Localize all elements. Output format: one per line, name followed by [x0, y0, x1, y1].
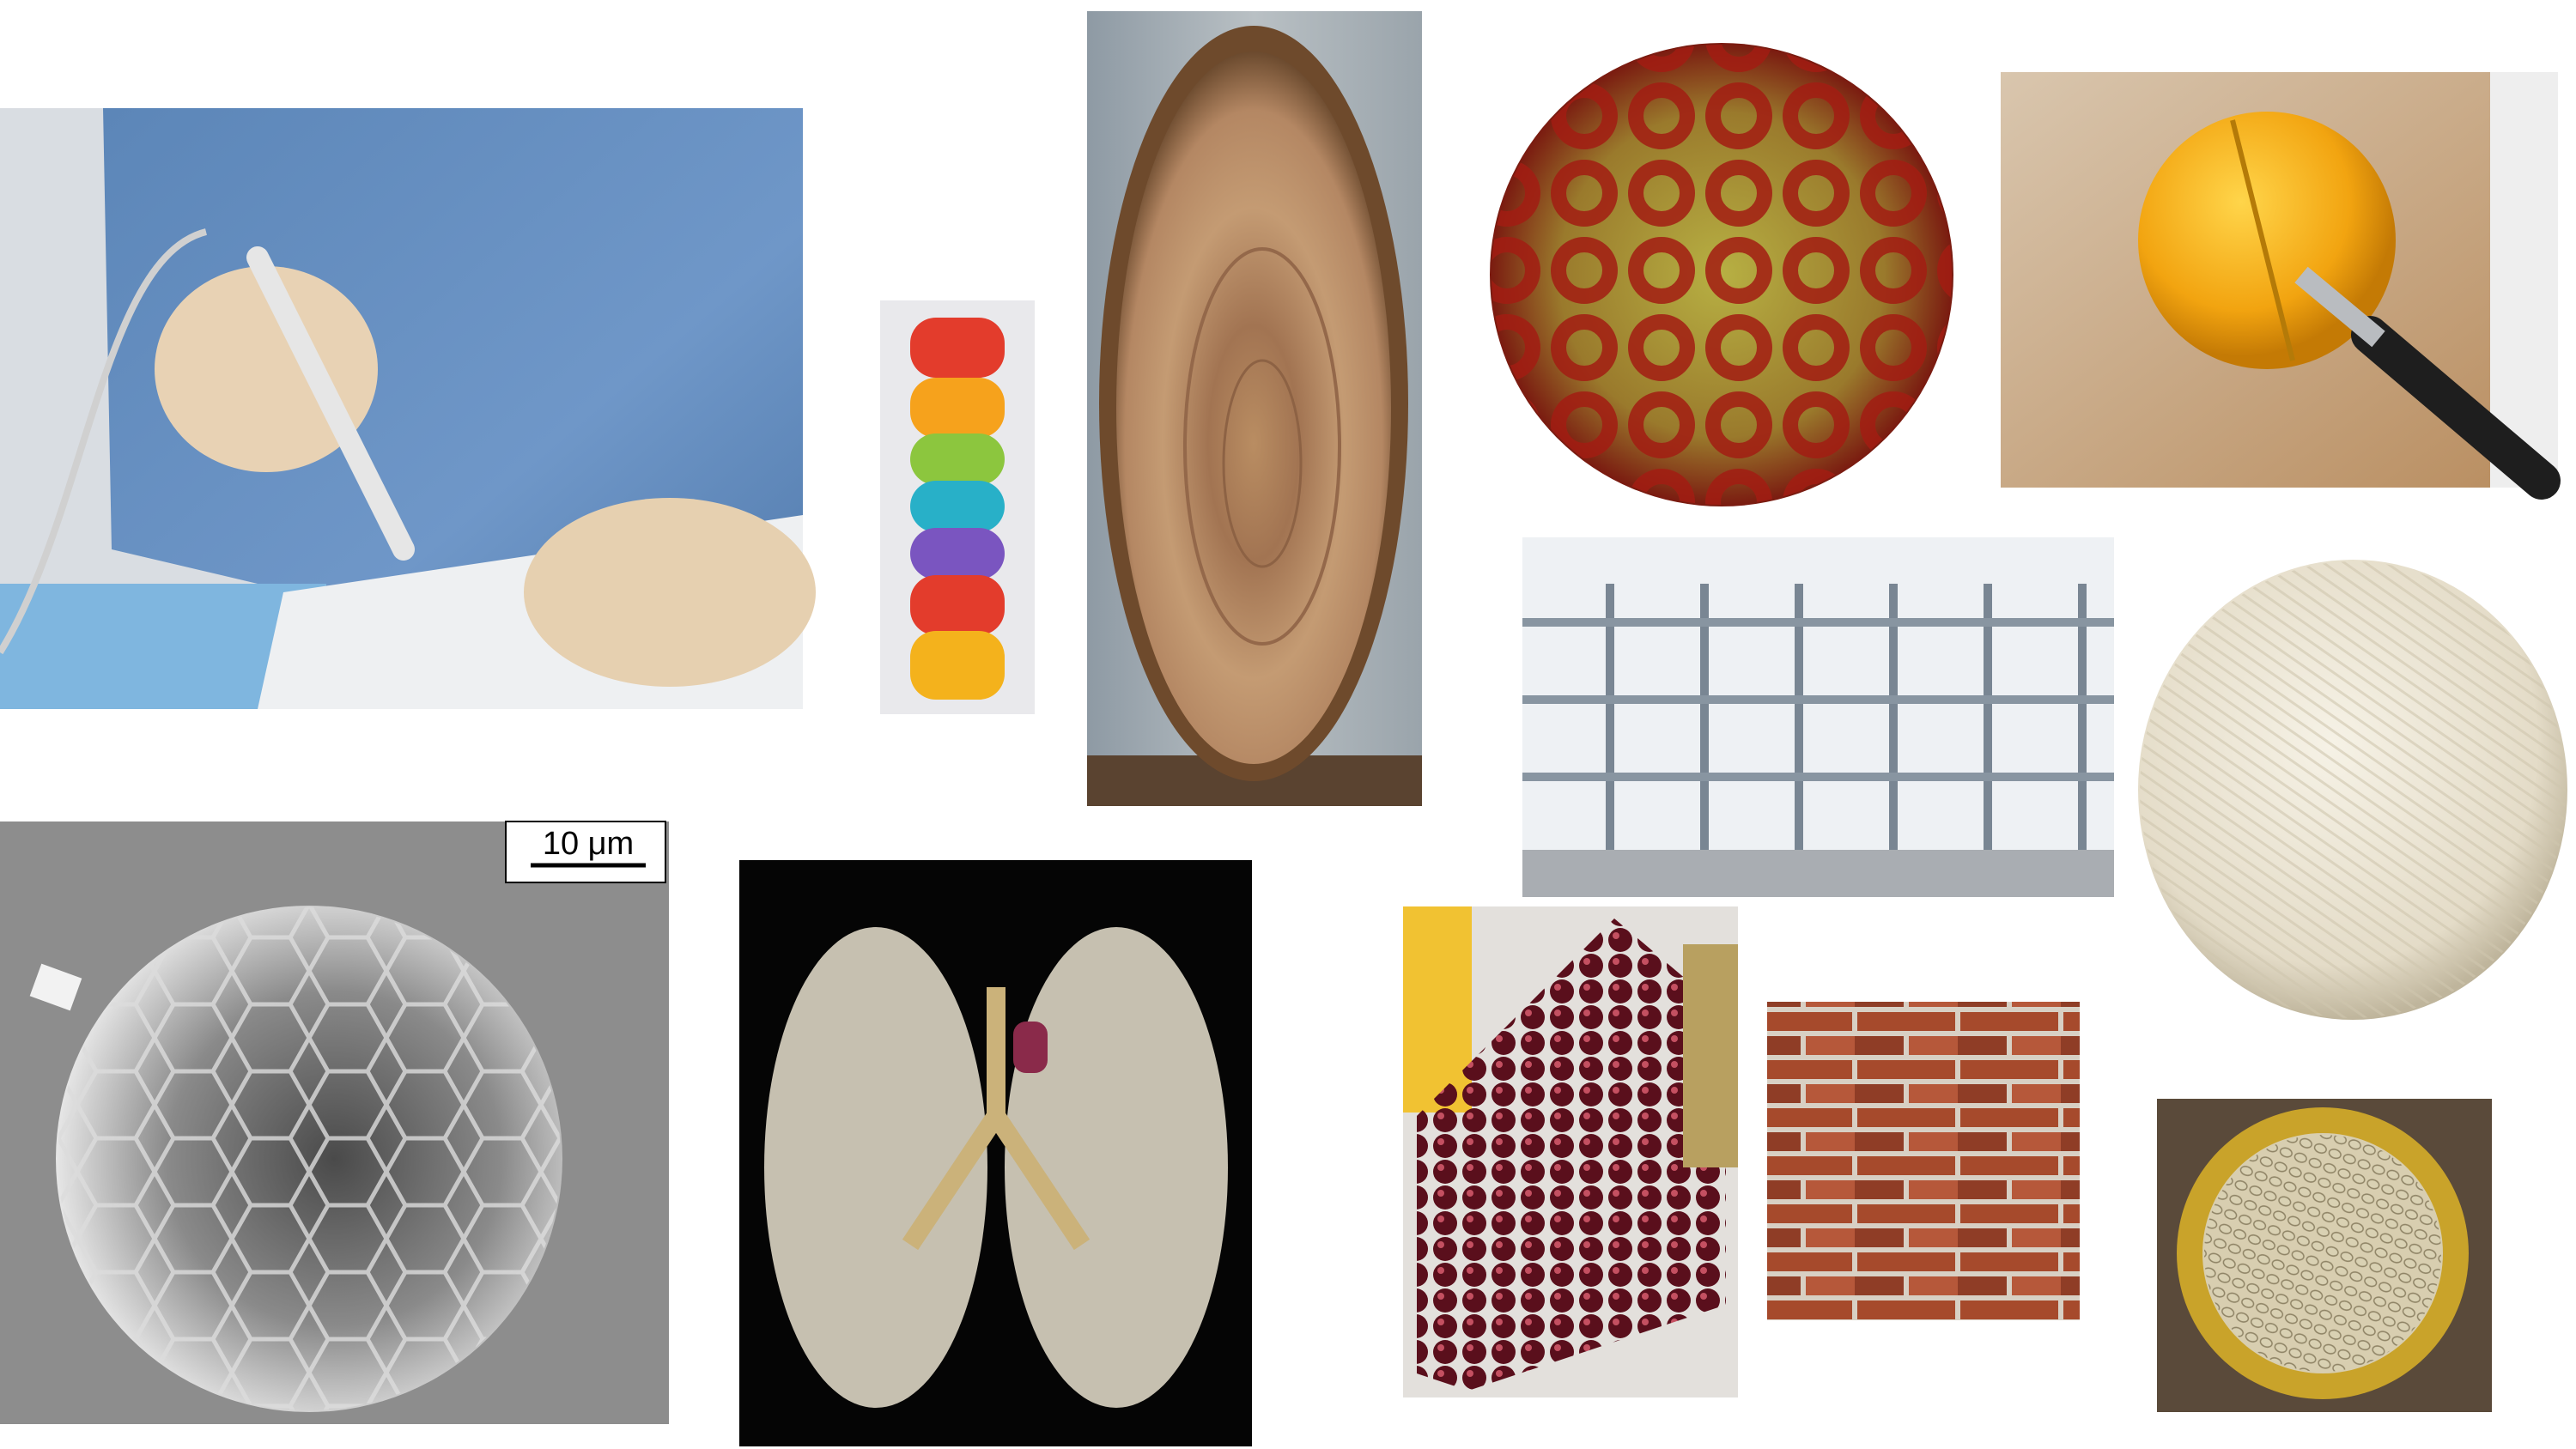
surgeon-photo [0, 108, 816, 709]
scale-bar-box [505, 821, 666, 883]
orange-photo [2001, 72, 2561, 500]
sem-image: 10 μm [0, 821, 669, 1424]
virus-model [1490, 43, 1953, 506]
bracelet-photo [880, 300, 1035, 714]
scale-bar-label: 10 μm [543, 826, 634, 862]
sunflower-photo [2157, 1099, 2492, 1412]
wood-photo [1087, 11, 1422, 806]
lung-cast-photo [739, 860, 1252, 1446]
twine-ball-photo [2138, 560, 2567, 1020]
steel-frame-photo [1522, 537, 2114, 897]
cherries-photo [1403, 906, 1738, 1397]
brick-wall-photo [1767, 1002, 2080, 1320]
